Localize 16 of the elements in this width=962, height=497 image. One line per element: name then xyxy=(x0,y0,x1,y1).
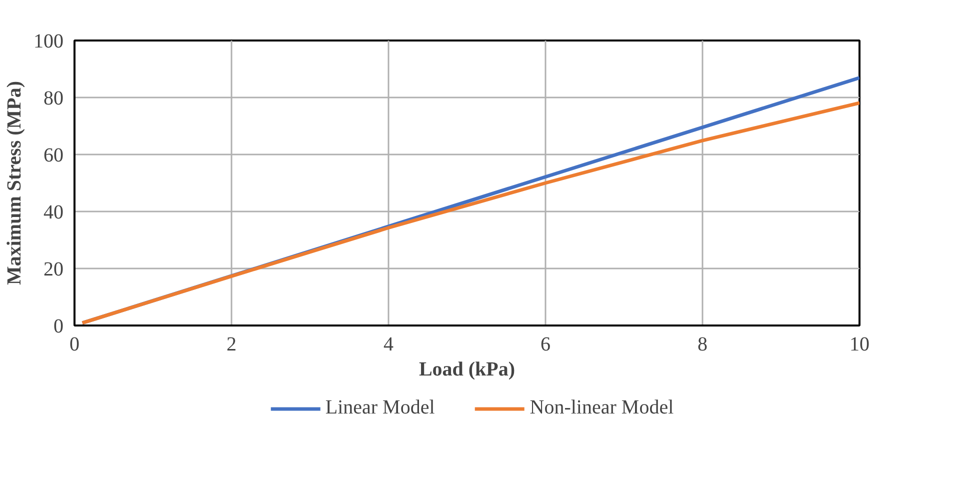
x-tick-label: 4 xyxy=(384,334,394,356)
y-tick-label: 60 xyxy=(44,144,64,166)
x-tick-label: 6 xyxy=(540,334,550,356)
x-axis-title: Load (kPa) xyxy=(418,358,516,380)
x-tick-label: 10 xyxy=(850,334,870,356)
y-tick-label: 100 xyxy=(34,30,64,52)
y-tick-label: 0 xyxy=(54,316,64,338)
legend-label: Non-linear Model xyxy=(530,396,674,420)
legend-label: Linear Model xyxy=(325,396,435,420)
x-tick-label: 8 xyxy=(698,334,708,356)
y-axis-title: Maximum Stress (MPa) xyxy=(4,80,26,286)
y-tick-label: 40 xyxy=(44,202,64,224)
y-tick-label: 20 xyxy=(44,258,64,280)
y-tick-label: 80 xyxy=(44,88,64,110)
x-tick-label: 2 xyxy=(226,334,236,356)
x-tick-label: 0 xyxy=(70,334,80,356)
